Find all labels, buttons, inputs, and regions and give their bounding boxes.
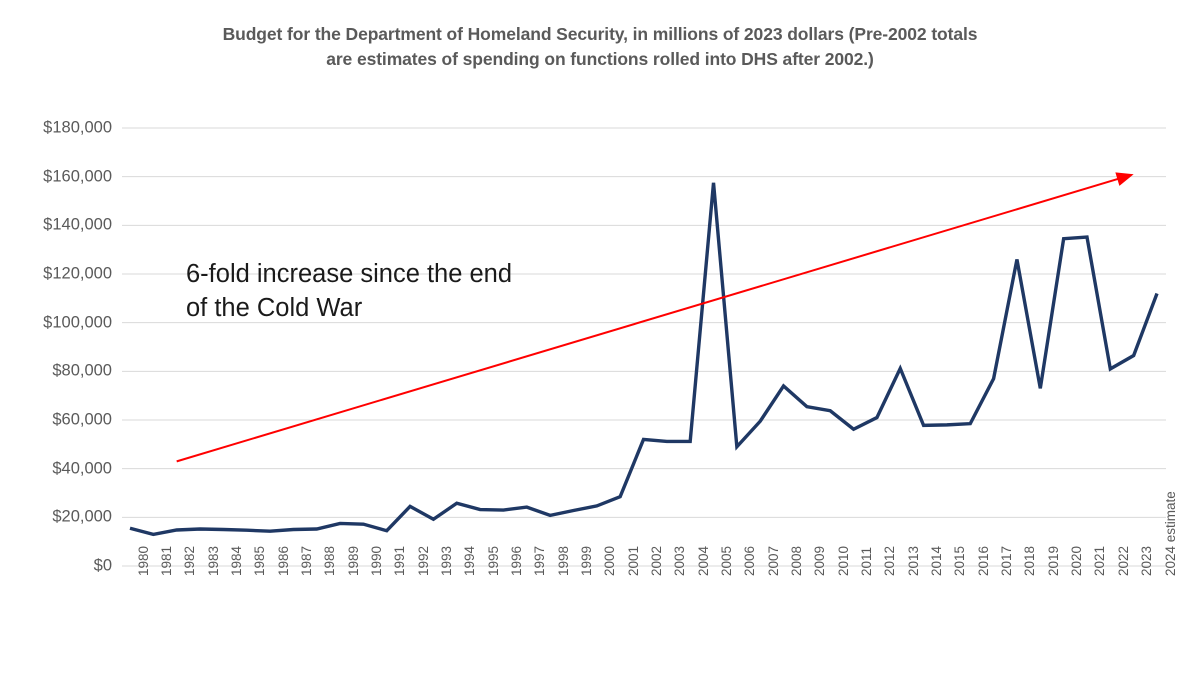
six-fold-increase-note: 6-fold increase since the end of the Col… [186,258,586,326]
budget-line-series [129,182,1159,537]
y-axis-tick-label: $100,000 [43,313,112,332]
upward-trend-arrow [176,172,1134,463]
x-axis-tick-label: 2003 [672,545,688,576]
x-axis-tick-label: 2000 [602,545,618,576]
x-axis-tick-label: 1985 [252,545,268,576]
x-axis-tick-label: 1996 [508,545,524,576]
x-axis-tick-label: 1991 [392,545,408,576]
y-axis-tick-label: $120,000 [43,264,112,283]
x-axis-tick-label: 2016 [975,545,991,576]
gridlines [122,127,1166,567]
y-axis-tick-label: $140,000 [43,215,112,234]
x-axis-tick-label: 1983 [205,545,221,576]
x-axis-tick-label: 1997 [532,545,548,576]
y-axis-tick-label: $80,000 [52,361,112,380]
note-line-1: 6-fold increase since the end [186,260,513,288]
x-axis-tick-label: 1995 [485,545,501,576]
x-axis-tick-label: 1999 [578,545,594,576]
x-axis-tick-label: 2018 [1022,545,1038,576]
x-axis-tick-label: 2008 [789,545,805,576]
note-line-2: of the Cold War [186,293,363,322]
x-axis-tick-label: 2007 [765,545,781,576]
x-axis-tick-label: 2009 [812,545,828,576]
x-axis-tick-label: 2020 [1069,545,1085,576]
y-axis-tick-labels: $180,000 $160,000 $140,000 $120,000 $100,000… [0,0,112,685]
y-axis-tick-label: $180,000 [43,118,112,137]
x-axis-tick-label: 1980 [135,545,151,576]
x-axis-tick-label: 1990 [368,545,384,576]
x-axis-tick-label: 2011 [859,546,875,576]
x-axis-tick-label: 2013 [905,545,921,576]
trend-arrow-line [176,177,1122,463]
x-axis-tick-label: 2021 [1092,545,1108,576]
x-axis-tick-label: 2001 [625,545,641,576]
x-axis-tick-label: 1998 [555,545,571,576]
x-axis-tick-label: 2005 [719,545,735,576]
x-axis-tick-label: 2012 [882,545,898,576]
x-axis-tick-label: 2024 estimate [1162,491,1178,576]
x-axis-tick-label: 1989 [345,545,361,576]
x-axis-tick-label: 2017 [999,545,1015,576]
y-axis-tick-label: $160,000 [43,167,112,186]
trend-arrow-head [1115,172,1134,186]
x-axis-tick-label: 1984 [228,545,244,576]
y-axis-tick-label: $40,000 [52,459,112,478]
x-axis-tick-label: 1993 [438,545,454,576]
chart-title-line-1: Budget for the Department of Homeland Se… [222,24,978,44]
x-axis-tick-label: 2022 [1115,545,1131,576]
chart-title-line-2: are estimates of spending on functions r… [326,48,874,69]
x-axis-tick-label: 2019 [1045,545,1061,576]
x-axis-tick-label: 2006 [742,545,758,576]
x-axis-tick-label: 1988 [322,545,338,576]
y-axis-tick-label: $60,000 [52,410,112,429]
x-axis-tick-label: 1992 [415,545,431,576]
x-axis-tick-label: 2015 [952,545,968,576]
x-axis-tick-label: 1982 [182,545,198,576]
x-axis-tick-label: 1981 [158,545,174,576]
chart-title: Budget for the Department of Homeland Se… [120,22,1080,72]
x-axis-tick-label: 1986 [275,545,291,576]
x-axis-tick-label: 2010 [835,545,851,576]
x-axis-tick-label: 1994 [462,545,478,576]
x-axis-tick-label: 2002 [649,545,664,576]
y-axis-tick-label: $0 [93,556,112,575]
y-axis-tick-label: $20,000 [52,507,112,526]
x-axis-tick-label: 1987 [298,545,314,576]
x-axis-tick-label: 2014 [929,545,945,576]
x-axis-tick-label: 2023 [1139,545,1155,576]
x-axis-tick-label: 2004 [695,545,711,576]
